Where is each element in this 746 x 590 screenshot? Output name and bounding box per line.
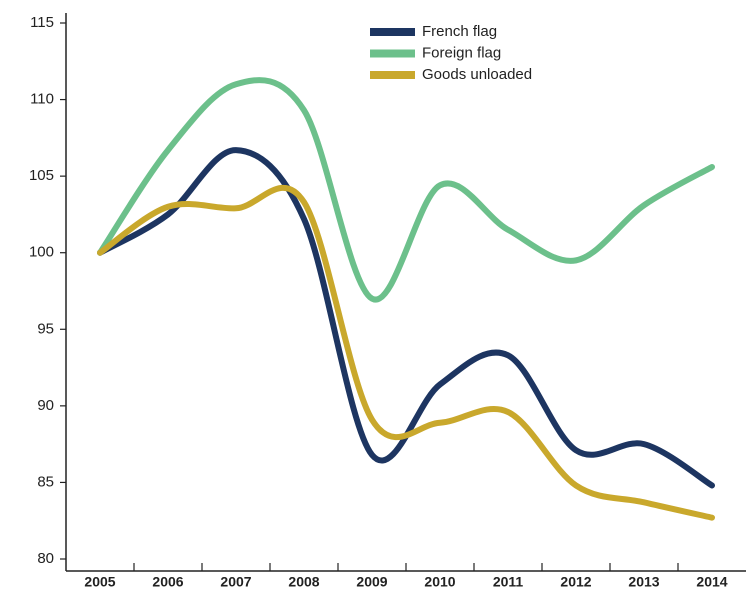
y-tick-label: 105 xyxy=(29,167,54,184)
y-tick-label: 95 xyxy=(37,320,54,337)
y-tick-label: 115 xyxy=(30,14,54,31)
x-tick-label: 2013 xyxy=(628,574,659,590)
legend-label: French flag xyxy=(422,23,497,40)
y-tick-label: 110 xyxy=(30,91,54,108)
x-tick-label: 2012 xyxy=(560,574,591,590)
line xyxy=(97,77,715,303)
x-tick-label: 2009 xyxy=(356,574,387,590)
legend-swatch xyxy=(370,49,415,58)
x-tick-label: 2005 xyxy=(84,574,115,590)
y-tick-label: 90 xyxy=(37,397,54,414)
y-tick-label: 85 xyxy=(37,473,54,490)
y-tick-label: 100 xyxy=(29,244,54,261)
legend-label: Foreign flag xyxy=(422,44,501,61)
x-tick-label: 2014 xyxy=(696,574,727,590)
x-tick-label: 2006 xyxy=(152,574,183,590)
y-tick-label: 80 xyxy=(37,550,54,567)
x-tick-label: 2007 xyxy=(220,574,251,590)
line xyxy=(97,147,715,489)
legend-swatch xyxy=(370,28,415,36)
legend-swatch xyxy=(370,71,415,79)
x-tick-label: 2008 xyxy=(288,574,319,590)
legend-label: Goods unloaded xyxy=(422,66,532,83)
x-tick-label: 2011 xyxy=(493,574,524,590)
x-tick-label: 2010 xyxy=(424,574,455,590)
line xyxy=(97,184,715,521)
